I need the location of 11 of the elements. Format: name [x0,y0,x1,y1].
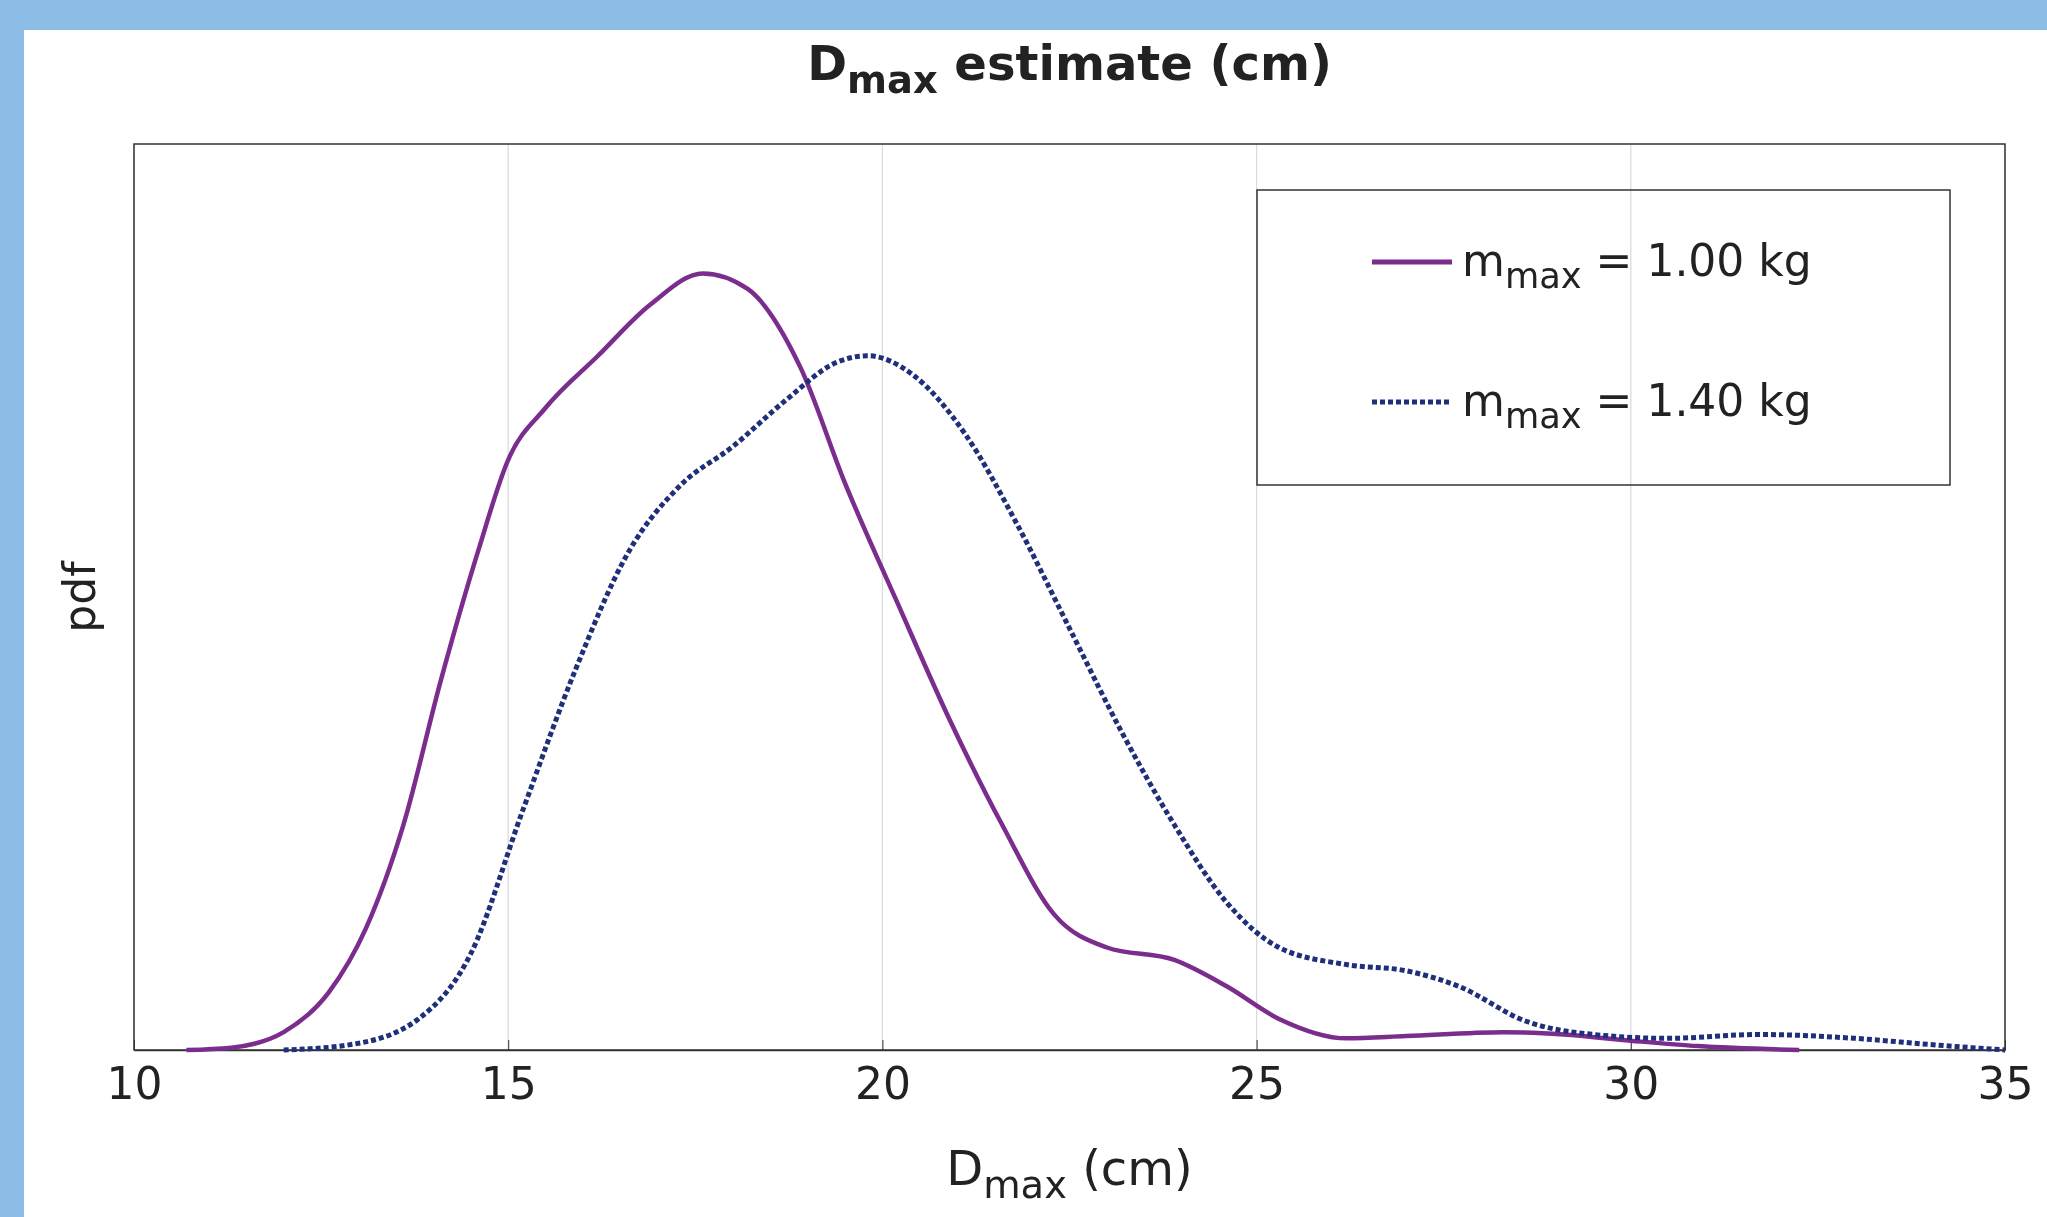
legend-label: m$_{max}$ = 1.00 kg [1462,235,1812,297]
x-tick-label: 30 [1603,1058,1660,1110]
legend-label: m$_{max}$ = 1.40 kg [1462,375,1812,437]
x-tick-label: 10 [106,1058,163,1110]
x-tick-label: 25 [1229,1058,1286,1110]
x-tick-label: 35 [1977,1058,2034,1110]
x-axis-title: D$_{max}$ (cm) [946,1140,1193,1208]
x-tick-label: 20 [854,1058,911,1110]
y-axis-title: pdf [54,559,105,633]
chart-title: D$_{max}$ estimate (cm) [807,35,1332,103]
x-tick-label: 15 [480,1058,537,1110]
